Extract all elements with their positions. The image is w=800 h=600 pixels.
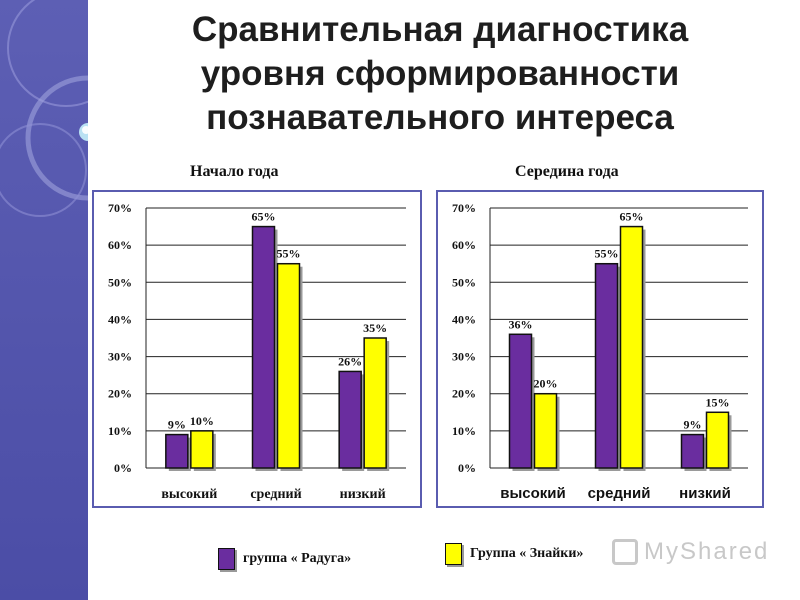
bar-низкий-1 [680, 433, 705, 469]
bar-value-label: 26% [338, 354, 362, 368]
y-tick-label: 50% [108, 275, 132, 289]
y-tick-label: 20% [108, 387, 132, 401]
chart-2-title: Середина года [515, 163, 619, 180]
y-tick-label: 30% [108, 350, 132, 364]
category-label: высокий [161, 487, 217, 502]
y-tick-label: 70% [108, 201, 132, 215]
decorative-sidebar [0, 0, 88, 600]
bar-высокий-1 [165, 433, 189, 469]
legend-item-raduga: группа « Радуга» [218, 548, 351, 570]
bar-value-label: 15% [706, 395, 730, 409]
bar-низкий-2 [705, 411, 730, 469]
y-tick-label: 10% [452, 424, 476, 438]
watermark-logo-icon [612, 539, 638, 565]
chart-mid-year: 0% 10% 20% 30% 40% 50% 60% 70% 36% 20% высокий 55% 6… [436, 190, 764, 508]
bar-средний-2 [619, 225, 644, 469]
bar-низкий-2 [363, 337, 387, 469]
bar-value-label: 36% [509, 317, 533, 331]
bar-средний-2 [276, 262, 301, 469]
y-tick-label: 0% [458, 461, 476, 475]
category-label: низкий [679, 485, 731, 502]
bar-средний-1 [251, 225, 276, 469]
category-label: средний [588, 485, 651, 502]
bar-value-label: 20% [534, 377, 558, 391]
bar-высокий-1 [508, 333, 533, 469]
y-tick-label: 60% [108, 238, 132, 252]
y-tick-label: 30% [452, 350, 476, 364]
chart-start-of-year: 0% 10% 20% 30% 40% 50% 60% 70% 9% 10% высокий 65% 55… [92, 190, 422, 508]
slide-title: Сравнительная диагностика уровня сформир… [120, 8, 760, 140]
bar-value-label: 9% [168, 418, 186, 432]
title-line-3: познавательного интереса [206, 98, 674, 137]
watermark-text: MyShared [644, 538, 770, 565]
bar-value-label: 65% [620, 210, 644, 224]
title-line-1: Сравнительная диагностика [191, 10, 689, 49]
title-line-2: уровня сформированности [200, 54, 680, 93]
bar-низкий-1 [338, 370, 362, 469]
y-tick-label: 60% [452, 238, 476, 252]
category-label: низкий [340, 487, 386, 502]
bar-высокий-2 [533, 392, 558, 469]
legend-label-raduga: группа « Радуга» [243, 551, 352, 566]
bar-высокий-2 [190, 430, 214, 469]
bar-value-label: 35% [363, 321, 387, 335]
y-tick-label: 10% [108, 424, 132, 438]
category-label: высокий [500, 485, 566, 502]
y-tick-label: 20% [452, 387, 476, 401]
bar-value-label: 55% [595, 247, 619, 261]
y-tick-label: 0% [114, 461, 132, 475]
watermark: MyShared [612, 538, 769, 566]
y-tick-label: 40% [452, 312, 476, 326]
legend-swatch-raduga [218, 548, 235, 570]
legend-label-znaiki: Группа « Знайки» [470, 546, 584, 561]
legend-item-znaiki: Группа « Знайки» [445, 543, 583, 565]
y-tick-label: 40% [108, 312, 132, 326]
bar-средний-1 [594, 262, 619, 469]
y-tick-label: 70% [452, 201, 476, 215]
bar-value-label: 55% [277, 247, 301, 261]
bar-value-label: 9% [684, 418, 702, 432]
bar-value-label: 65% [252, 210, 276, 224]
chart-1-title: Начало года [190, 163, 279, 180]
legend-swatch-znaiki [445, 543, 462, 565]
bar-value-label: 10% [190, 414, 214, 428]
y-tick-label: 50% [452, 275, 476, 289]
sidebar-circles-decoration [0, 0, 88, 217]
category-label: средний [250, 487, 301, 502]
